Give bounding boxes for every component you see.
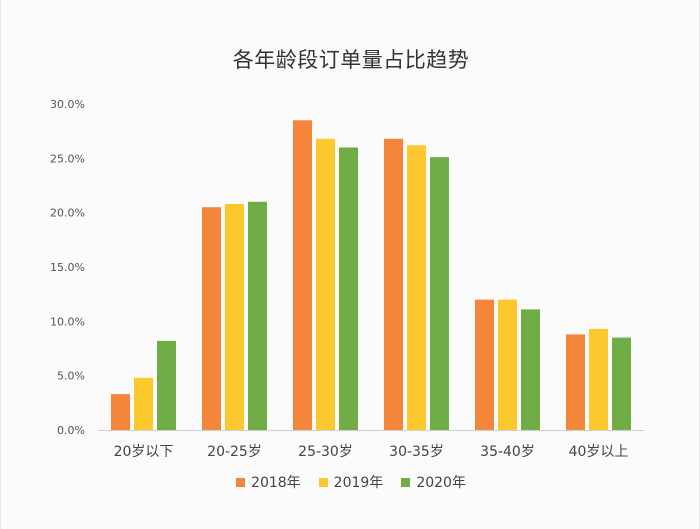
bar: [498, 299, 517, 430]
bar: [589, 328, 608, 430]
bar: [566, 334, 585, 430]
y-tick-label: 10.0%: [50, 315, 85, 328]
bar: [111, 394, 130, 430]
y-tick-label: 0.0%: [57, 424, 85, 437]
legend-swatch-2020: [401, 477, 411, 487]
bar: [384, 138, 403, 431]
bar: [612, 337, 631, 430]
y-tick-label: 25.0%: [50, 152, 85, 165]
bar: [293, 120, 312, 431]
legend-label-2018: 2018年: [251, 475, 301, 491]
bar: [134, 377, 153, 430]
legend-swatch-2019: [318, 477, 328, 487]
legend: 2018年 2019年 2020年: [1, 472, 700, 492]
bar: [407, 145, 426, 431]
y-tick-label: 30.0%: [50, 98, 85, 111]
legend-item-2020: 2020年: [401, 472, 466, 492]
bar: [157, 340, 176, 430]
x-tick-label: 35-40岁: [480, 444, 535, 460]
bar: [521, 309, 540, 430]
bar: [202, 207, 221, 430]
y-tick-label: 5.0%: [57, 370, 85, 383]
bar: [430, 157, 449, 430]
legend-swatch-2018: [236, 477, 246, 487]
chart-title: 各年龄段订单量占比趋势: [232, 48, 470, 72]
legend-item-2019: 2019年: [318, 472, 384, 492]
y-tick-label: 15.0%: [50, 261, 85, 274]
legend-label-2020: 2020年: [416, 475, 466, 491]
bar: [475, 299, 494, 430]
x-tick-label: 40岁以上: [569, 444, 629, 460]
bar: [225, 204, 244, 430]
x-tick-label: 20-25岁: [207, 444, 262, 460]
x-tick-label: 30-35岁: [389, 444, 444, 460]
x-tick-label: 20岁以下: [114, 444, 174, 460]
bar: [248, 201, 267, 430]
legend-label-2019: 2019年: [333, 475, 384, 491]
bar: [339, 147, 358, 430]
legend-item-2018: 2018年: [236, 472, 301, 492]
y-tick-label: 20.0%: [50, 207, 85, 220]
bar: [316, 138, 335, 431]
x-tick-label: 25-30岁: [298, 444, 353, 460]
